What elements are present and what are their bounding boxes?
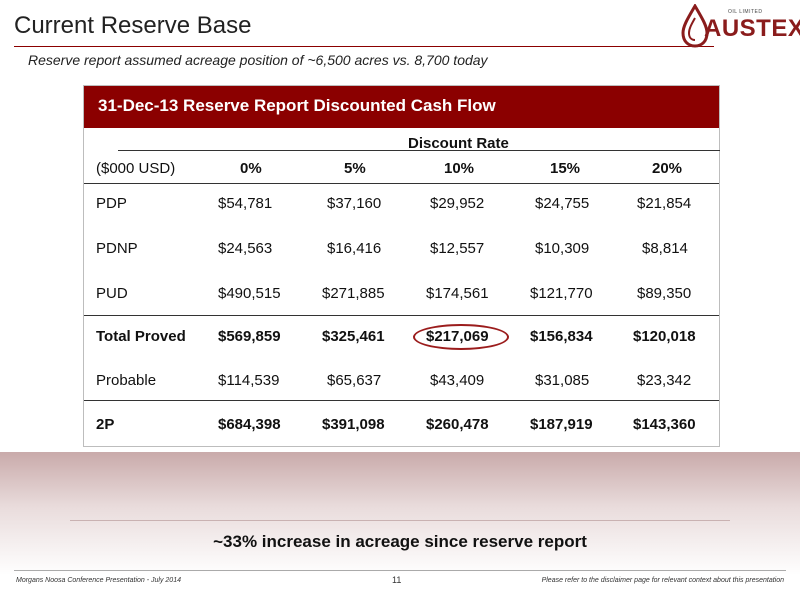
table-cell: $143,360 xyxy=(633,416,696,433)
table-cell: $54,781 xyxy=(218,195,273,212)
callout-text: ~33% increase in acreage since reserve r… xyxy=(213,532,587,551)
table-cell: $325,461 xyxy=(322,328,385,345)
group-header-rule xyxy=(118,150,720,151)
table-title-bar: 31-Dec-13 Reserve Report Discounted Cash… xyxy=(84,86,719,128)
table-cell: $23,342 xyxy=(637,372,692,389)
table-cell: $187,919 xyxy=(530,416,593,433)
decorative-band xyxy=(0,452,800,575)
table-title: 31-Dec-13 Reserve Report Discounted Cash… xyxy=(98,96,496,115)
highlight-circle xyxy=(413,324,509,350)
unit-label: ($000 USD) xyxy=(96,160,176,177)
table-cell: $43,409 xyxy=(430,372,485,389)
table-cell: $31,085 xyxy=(535,372,590,389)
dcf-table: 31-Dec-13 Reserve Report Discounted Cash… xyxy=(83,85,720,447)
column-header-5: 5% xyxy=(344,160,366,177)
table-cell: $65,637 xyxy=(327,372,382,389)
title-divider xyxy=(14,46,714,47)
row-label-pdp: PDP xyxy=(96,195,127,212)
table-cell: $490,515 xyxy=(218,285,281,302)
table-cell: $89,350 xyxy=(637,285,692,302)
logo-tagline: OIL LIMITED xyxy=(728,9,763,15)
table-cell: $120,018 xyxy=(633,328,696,345)
table-cell: $174,561 xyxy=(426,285,489,302)
page-number: 11 xyxy=(392,575,402,585)
footer-divider xyxy=(14,570,786,571)
row-label-pud: PUD xyxy=(96,285,128,302)
footer-presentation-name: Morgans Noosa Conference Presentation - … xyxy=(16,577,181,584)
table-cell: $24,755 xyxy=(535,195,590,212)
table-cell: $121,770 xyxy=(530,285,593,302)
table-cell: $12,557 xyxy=(430,240,485,257)
2p-rule xyxy=(84,400,719,401)
row-label-total-proved: Total Proved xyxy=(96,328,186,345)
company-logo: OIL LIMITED AUSTEX xyxy=(678,4,800,48)
total-proved-rule xyxy=(84,315,719,316)
table-cell: $37,160 xyxy=(327,195,382,212)
column-header-10: 10% xyxy=(444,160,475,177)
table-cell: $21,854 xyxy=(637,195,692,212)
table-cell: $8,814 xyxy=(642,240,688,257)
table-cell: $29,952 xyxy=(430,195,485,212)
oil-drop-icon xyxy=(681,4,709,48)
page-subtitle: Reserve report assumed acreage position … xyxy=(28,52,488,68)
table-cell: $260,478 xyxy=(426,416,489,433)
table-cell: $114,539 xyxy=(218,372,280,389)
row-label-2p: 2P xyxy=(96,416,115,433)
table-cell: $16,416 xyxy=(327,240,382,257)
header-rule xyxy=(84,183,719,184)
footer-disclaimer: Please refer to the disclaimer page for … xyxy=(541,577,784,584)
callout-rule xyxy=(70,520,730,521)
logo-wordmark: AUSTEX xyxy=(704,15,800,42)
table-cell: $391,098 xyxy=(322,416,385,433)
table-cell: $10,309 xyxy=(535,240,590,257)
table-cell: $24,563 xyxy=(218,240,273,257)
column-header-15: 15% xyxy=(550,160,581,177)
table-cell: $271,885 xyxy=(322,285,385,302)
column-header-20: 20% xyxy=(652,160,683,177)
page-title: Current Reserve Base xyxy=(14,12,252,39)
table-cell: $156,834 xyxy=(530,328,593,345)
table-cell: $569,859 xyxy=(218,328,281,345)
table-cell: $684,398 xyxy=(218,416,281,433)
column-header-0: 0% xyxy=(240,160,262,177)
row-label-probable: Probable xyxy=(96,372,157,389)
group-header-discount-rate: Discount Rate xyxy=(408,135,509,152)
row-label-pdnp: PDNP xyxy=(96,240,138,257)
